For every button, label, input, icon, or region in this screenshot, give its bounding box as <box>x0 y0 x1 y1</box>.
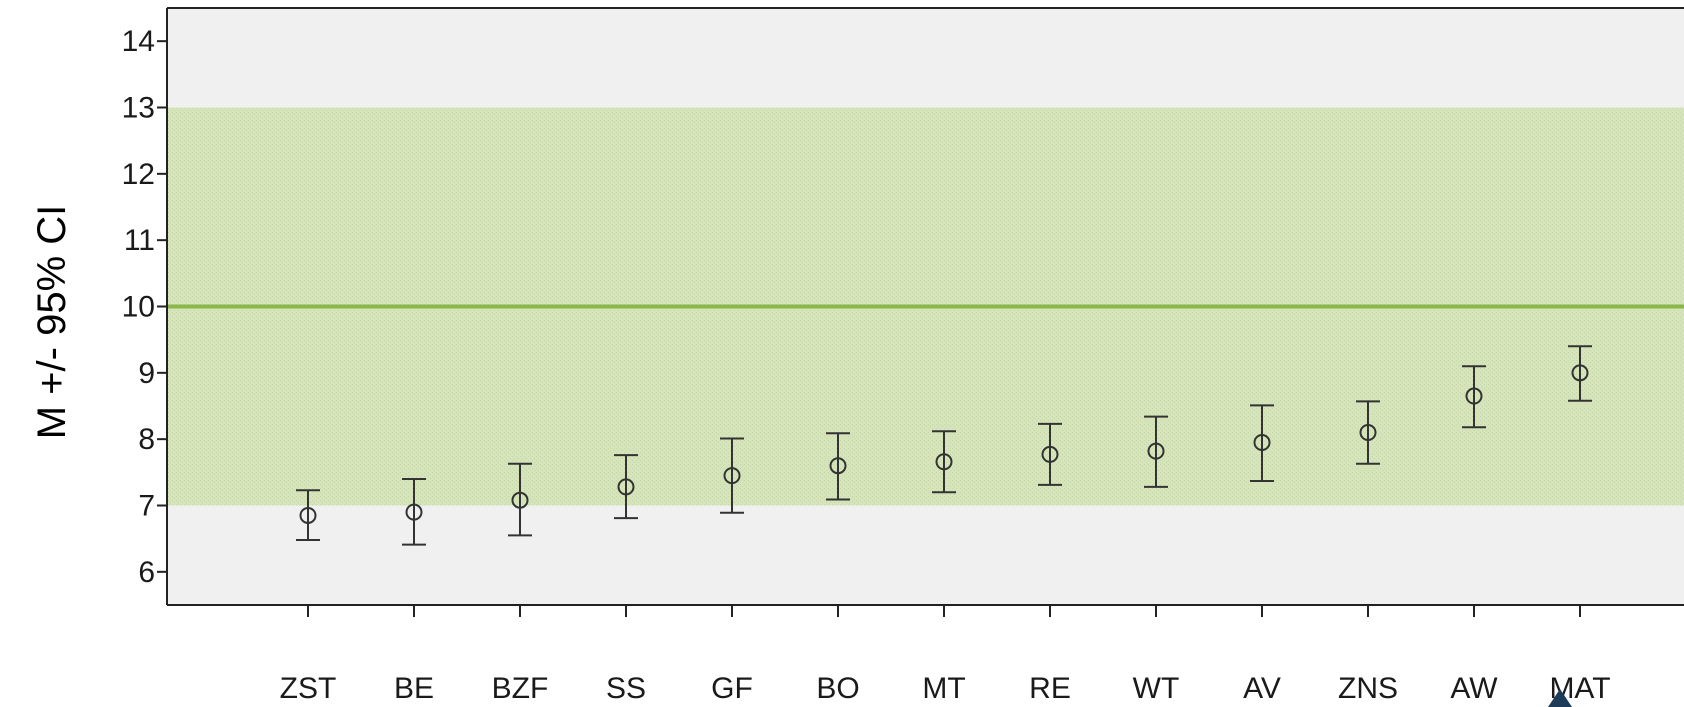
x-axis-ticks: ZST BE BZF SS GF BO MT RE WT AV ZNS AW MAT <box>280 605 1611 705</box>
x-tick-label: ZST <box>280 672 337 705</box>
y-tick-label: 11 <box>124 224 155 257</box>
y-tick-label: 7 <box>138 490 155 523</box>
y-tick-label: 14 <box>122 25 155 58</box>
x-tick-label: WT <box>1133 672 1180 705</box>
x-tick-label: ZNS <box>1338 672 1398 705</box>
error-bar-bo <box>826 432 850 501</box>
mean-marker <box>829 457 847 475</box>
y-tick-label: 8 <box>138 423 155 456</box>
error-bar-ss <box>614 454 638 520</box>
mean-marker <box>1041 445 1059 463</box>
y-tick-label: 13 <box>122 92 155 125</box>
x-tick-label: AW <box>1450 672 1498 705</box>
x-tick-label: BO <box>816 672 859 705</box>
x-tick-label: GF <box>711 672 753 705</box>
mean-marker <box>405 503 423 521</box>
y-tick-label: 6 <box>138 556 155 589</box>
mean-marker <box>1359 424 1377 442</box>
y-tick-label: 12 <box>122 158 155 191</box>
error-bar-re <box>1038 422 1062 486</box>
mean-marker <box>723 467 741 485</box>
y-axis-ticks: 6 7 8 9 10 11 12 13 14 <box>122 25 167 589</box>
mean-marker <box>1465 387 1483 405</box>
error-bar-mat <box>1568 345 1592 402</box>
mean-marker <box>935 453 953 471</box>
x-tick-label: SS <box>606 672 646 705</box>
error-bar-wt <box>1144 415 1168 488</box>
y-axis-label: M +/- 95% CI <box>30 205 74 440</box>
mean-marker <box>1253 433 1271 451</box>
x-tick-label: MT <box>922 672 965 705</box>
error-bar-bzf <box>508 462 532 537</box>
x-tick-label: BE <box>394 672 434 705</box>
mean-marker <box>299 506 317 524</box>
mean-marker <box>1147 442 1165 460</box>
y-tick-label: 10 <box>122 291 155 324</box>
x-tick-label: RE <box>1029 672 1071 705</box>
error-bar-mt <box>932 430 956 494</box>
x-tick-label: AV <box>1243 672 1281 705</box>
error-bar-gf <box>720 437 744 514</box>
error-bar-zst <box>296 489 320 541</box>
y-tick-label: 9 <box>138 357 155 390</box>
mean-marker <box>617 478 635 496</box>
mean-marker <box>511 491 529 509</box>
error-bar-av <box>1250 404 1274 482</box>
error-bar-aw <box>1462 365 1486 429</box>
error-bars <box>296 345 1592 546</box>
mean-marker <box>1571 364 1589 382</box>
cursor-pointer-icon <box>1548 689 1572 707</box>
error-bar-be <box>402 477 426 546</box>
error-bar-zns <box>1356 400 1380 465</box>
x-tick-label: BZF <box>492 672 549 705</box>
